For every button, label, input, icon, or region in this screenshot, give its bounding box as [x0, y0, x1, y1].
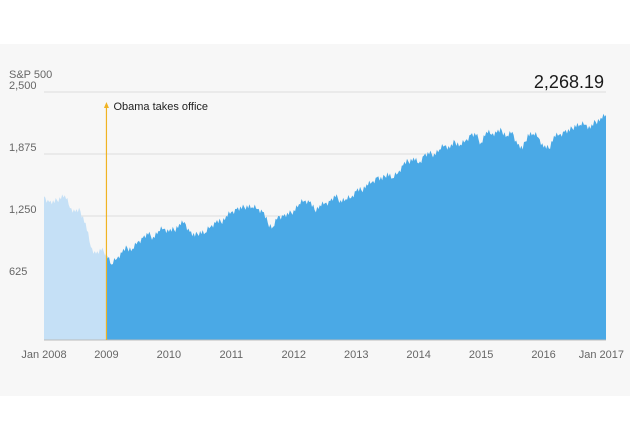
area-after-2009 [106, 113, 607, 340]
chart-panel: 2,500 1,875 1,250 625 Jan 2008 2009 2010 2011 2… [0, 44, 630, 396]
y-tick-label: 1,875 [9, 142, 37, 154]
last-value-label: 2,268.19 [534, 72, 604, 92]
y-tick-label: 1,250 [9, 204, 37, 216]
x-tick-label: 2009 [94, 349, 118, 361]
x-tick-label: 2016 [531, 349, 555, 361]
area-before-2009 [44, 194, 107, 340]
x-tick-label: 2012 [282, 349, 306, 361]
sp500-chart: 2,500 1,875 1,250 625 Jan 2008 2009 2010 2011 2… [9, 69, 624, 361]
x-tick-label: 2015 [469, 349, 493, 361]
y-axis-ticks: 2,500 1,875 1,250 625 [9, 80, 37, 278]
x-tick-label: 2013 [344, 349, 368, 361]
y-tick-label: 625 [9, 266, 27, 278]
x-tick-label: 2014 [406, 349, 430, 361]
x-tick-label: 2011 [220, 349, 244, 361]
x-tick-label: 2010 [157, 349, 181, 361]
x-tick-label: Jan 2017 [579, 349, 624, 361]
x-tick-label: Jan 2008 [21, 349, 66, 361]
annotation-marker [103, 102, 109, 108]
y-tick-label: 2,500 [9, 80, 37, 92]
annotation-label: Obama takes office [113, 101, 208, 113]
y-axis-label: S&P 500 [9, 69, 52, 81]
x-axis-ticks: Jan 2008 2009 2010 2011 2012 2013 2014 2015 2016… [21, 349, 624, 361]
